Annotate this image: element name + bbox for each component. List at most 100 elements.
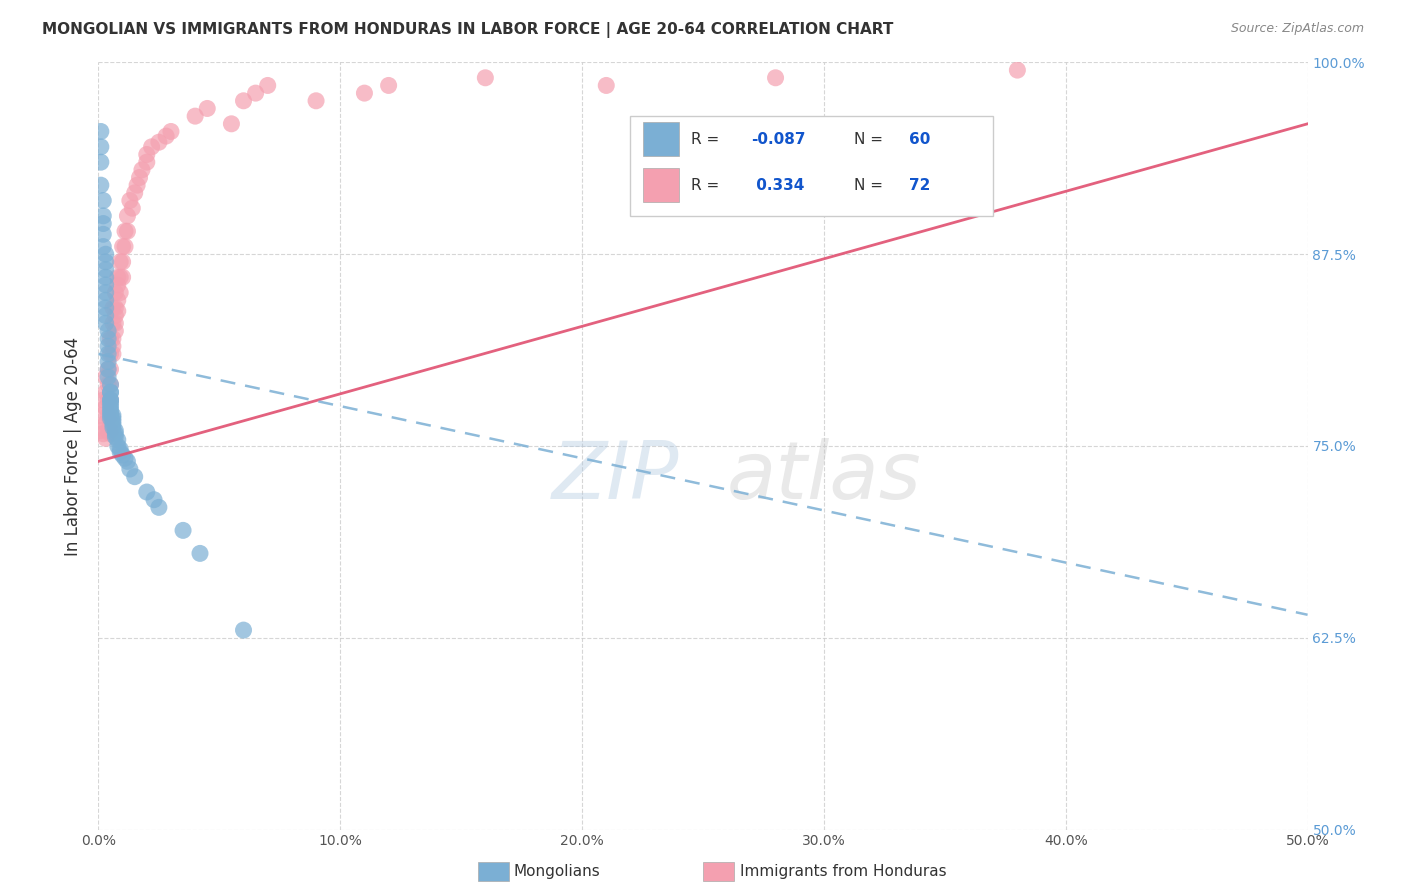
Point: [90, 424, 112, 438]
Point: [101, 347, 124, 361]
Point: [100, 416, 122, 430]
Point: [97, 354, 120, 368]
Text: R =: R =: [690, 132, 724, 146]
Point: [94, 247, 117, 261]
Point: [221, 117, 243, 131]
Point: [114, 239, 136, 253]
Point: [135, 147, 157, 161]
Point: [97, 324, 120, 338]
Point: [107, 293, 129, 308]
Point: [101, 332, 124, 346]
Point: [377, 78, 399, 93]
Text: MONGOLIAN VS IMMIGRANTS FROM HONDURAS IN LABOR FORCE | AGE 20-64 CORRELATION CHA: MONGOLIAN VS IMMIGRANTS FROM HONDURAS IN…: [42, 22, 894, 38]
Point: [155, 129, 177, 144]
Point: [148, 135, 170, 149]
Point: [91, 227, 114, 242]
Point: [90, 409, 112, 423]
Point: [107, 433, 129, 447]
Point: [100, 424, 122, 438]
Point: [127, 178, 149, 193]
Point: [117, 454, 139, 468]
Point: [305, 94, 328, 108]
Point: [114, 451, 136, 466]
Point: [195, 102, 218, 116]
Point: [184, 109, 207, 123]
Bar: [643, 168, 679, 202]
Point: [104, 309, 127, 323]
Point: [107, 439, 129, 453]
Point: [97, 409, 120, 423]
Point: [94, 262, 117, 277]
Point: [101, 417, 124, 432]
Point: [160, 124, 183, 138]
Point: [100, 392, 122, 407]
Point: [97, 370, 120, 384]
Point: [97, 362, 120, 376]
Point: [111, 448, 134, 462]
Point: [104, 426, 127, 441]
Point: [100, 402, 122, 417]
Point: [100, 377, 122, 392]
Point: [94, 285, 117, 300]
Point: [111, 270, 134, 285]
Point: [90, 155, 112, 169]
Point: [97, 424, 120, 438]
Point: [94, 370, 117, 384]
Text: 72: 72: [908, 178, 929, 193]
Point: [91, 392, 114, 407]
Point: [94, 270, 117, 285]
Point: [135, 155, 157, 169]
Text: N =: N =: [855, 178, 889, 193]
Point: [104, 316, 127, 330]
Point: [97, 339, 120, 353]
Point: [94, 277, 117, 292]
Point: [131, 162, 153, 177]
Point: [104, 324, 127, 338]
Text: N =: N =: [855, 132, 889, 146]
Text: Mongolians: Mongolians: [513, 864, 600, 879]
Text: ZIP: ZIP: [551, 438, 679, 516]
Point: [97, 377, 120, 392]
Point: [121, 201, 143, 215]
Point: [94, 309, 117, 323]
Point: [100, 347, 122, 361]
Text: R =: R =: [690, 178, 724, 193]
Text: 0.334: 0.334: [751, 178, 804, 193]
Point: [118, 462, 141, 476]
Point: [141, 140, 163, 154]
Y-axis label: In Labor Force | Age 20-64: In Labor Force | Age 20-64: [65, 336, 83, 556]
Point: [765, 70, 787, 85]
Point: [100, 362, 122, 376]
Point: [104, 285, 127, 300]
Point: [256, 78, 278, 93]
Point: [101, 411, 124, 425]
Point: [94, 431, 117, 445]
Point: [90, 140, 112, 154]
Point: [91, 217, 114, 231]
Point: [100, 392, 122, 407]
Point: [91, 194, 114, 208]
Point: [104, 301, 127, 315]
Point: [104, 424, 127, 438]
Point: [101, 301, 124, 315]
Text: 60: 60: [908, 132, 929, 146]
Text: Source: ZipAtlas.com: Source: ZipAtlas.com: [1230, 22, 1364, 36]
Point: [100, 377, 122, 392]
Text: -0.087: -0.087: [751, 132, 806, 146]
Text: atlas: atlas: [727, 438, 922, 516]
Point: [148, 500, 170, 515]
Point: [100, 426, 122, 441]
Point: [108, 445, 131, 459]
Point: [124, 469, 146, 483]
Point: [90, 178, 112, 193]
Point: [94, 385, 117, 400]
Point: [100, 385, 122, 400]
Point: [100, 409, 122, 423]
Point: [117, 224, 139, 238]
Point: [172, 524, 194, 538]
Point: [128, 170, 150, 185]
Point: [595, 78, 617, 93]
Point: [100, 409, 122, 423]
Point: [100, 405, 122, 419]
Point: [90, 124, 112, 138]
